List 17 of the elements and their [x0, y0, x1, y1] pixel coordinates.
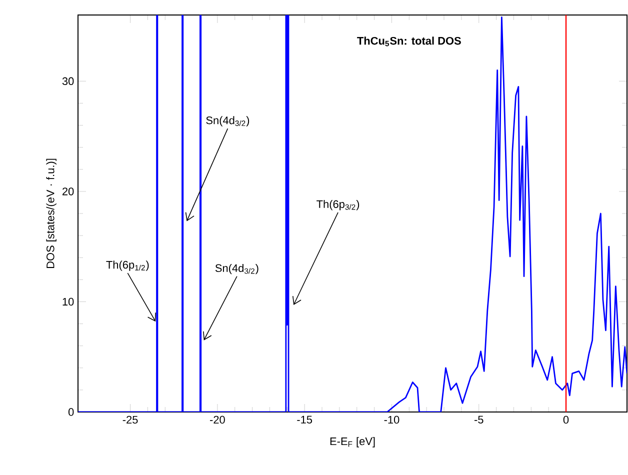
annotation: Sn(4d$_{3/2}$) [206, 116, 250, 126]
x-tick-label: -25 [122, 416, 138, 424]
x-tick-label: -15 [297, 416, 312, 424]
x-tick-label: -10 [384, 416, 400, 424]
annotation: Sn(4d$_{3/2}$) [215, 264, 258, 274]
y-tick-label: 30 [62, 77, 74, 86]
y-tick-label: 10 [62, 298, 74, 306]
x-tick-label: -5 [474, 416, 484, 424]
annotation: Th(6p$_{3/2}$) [316, 200, 360, 210]
y-tick-label: 20 [62, 188, 74, 196]
annotation: Th(6p$_{1/2}$) [106, 260, 149, 271]
text: ThCu$_{5}$Sn: total DOS [357, 36, 461, 46]
x-axis-title: E-E$_{F}$ [eV] [330, 437, 375, 448]
y-axis-title: DOS [states/(eV · f.u.)] [46, 158, 56, 268]
x-tick-label: 0 [563, 416, 569, 424]
x-tick-label: -20 [210, 416, 225, 424]
y-tick-label: 0 [68, 408, 74, 416]
